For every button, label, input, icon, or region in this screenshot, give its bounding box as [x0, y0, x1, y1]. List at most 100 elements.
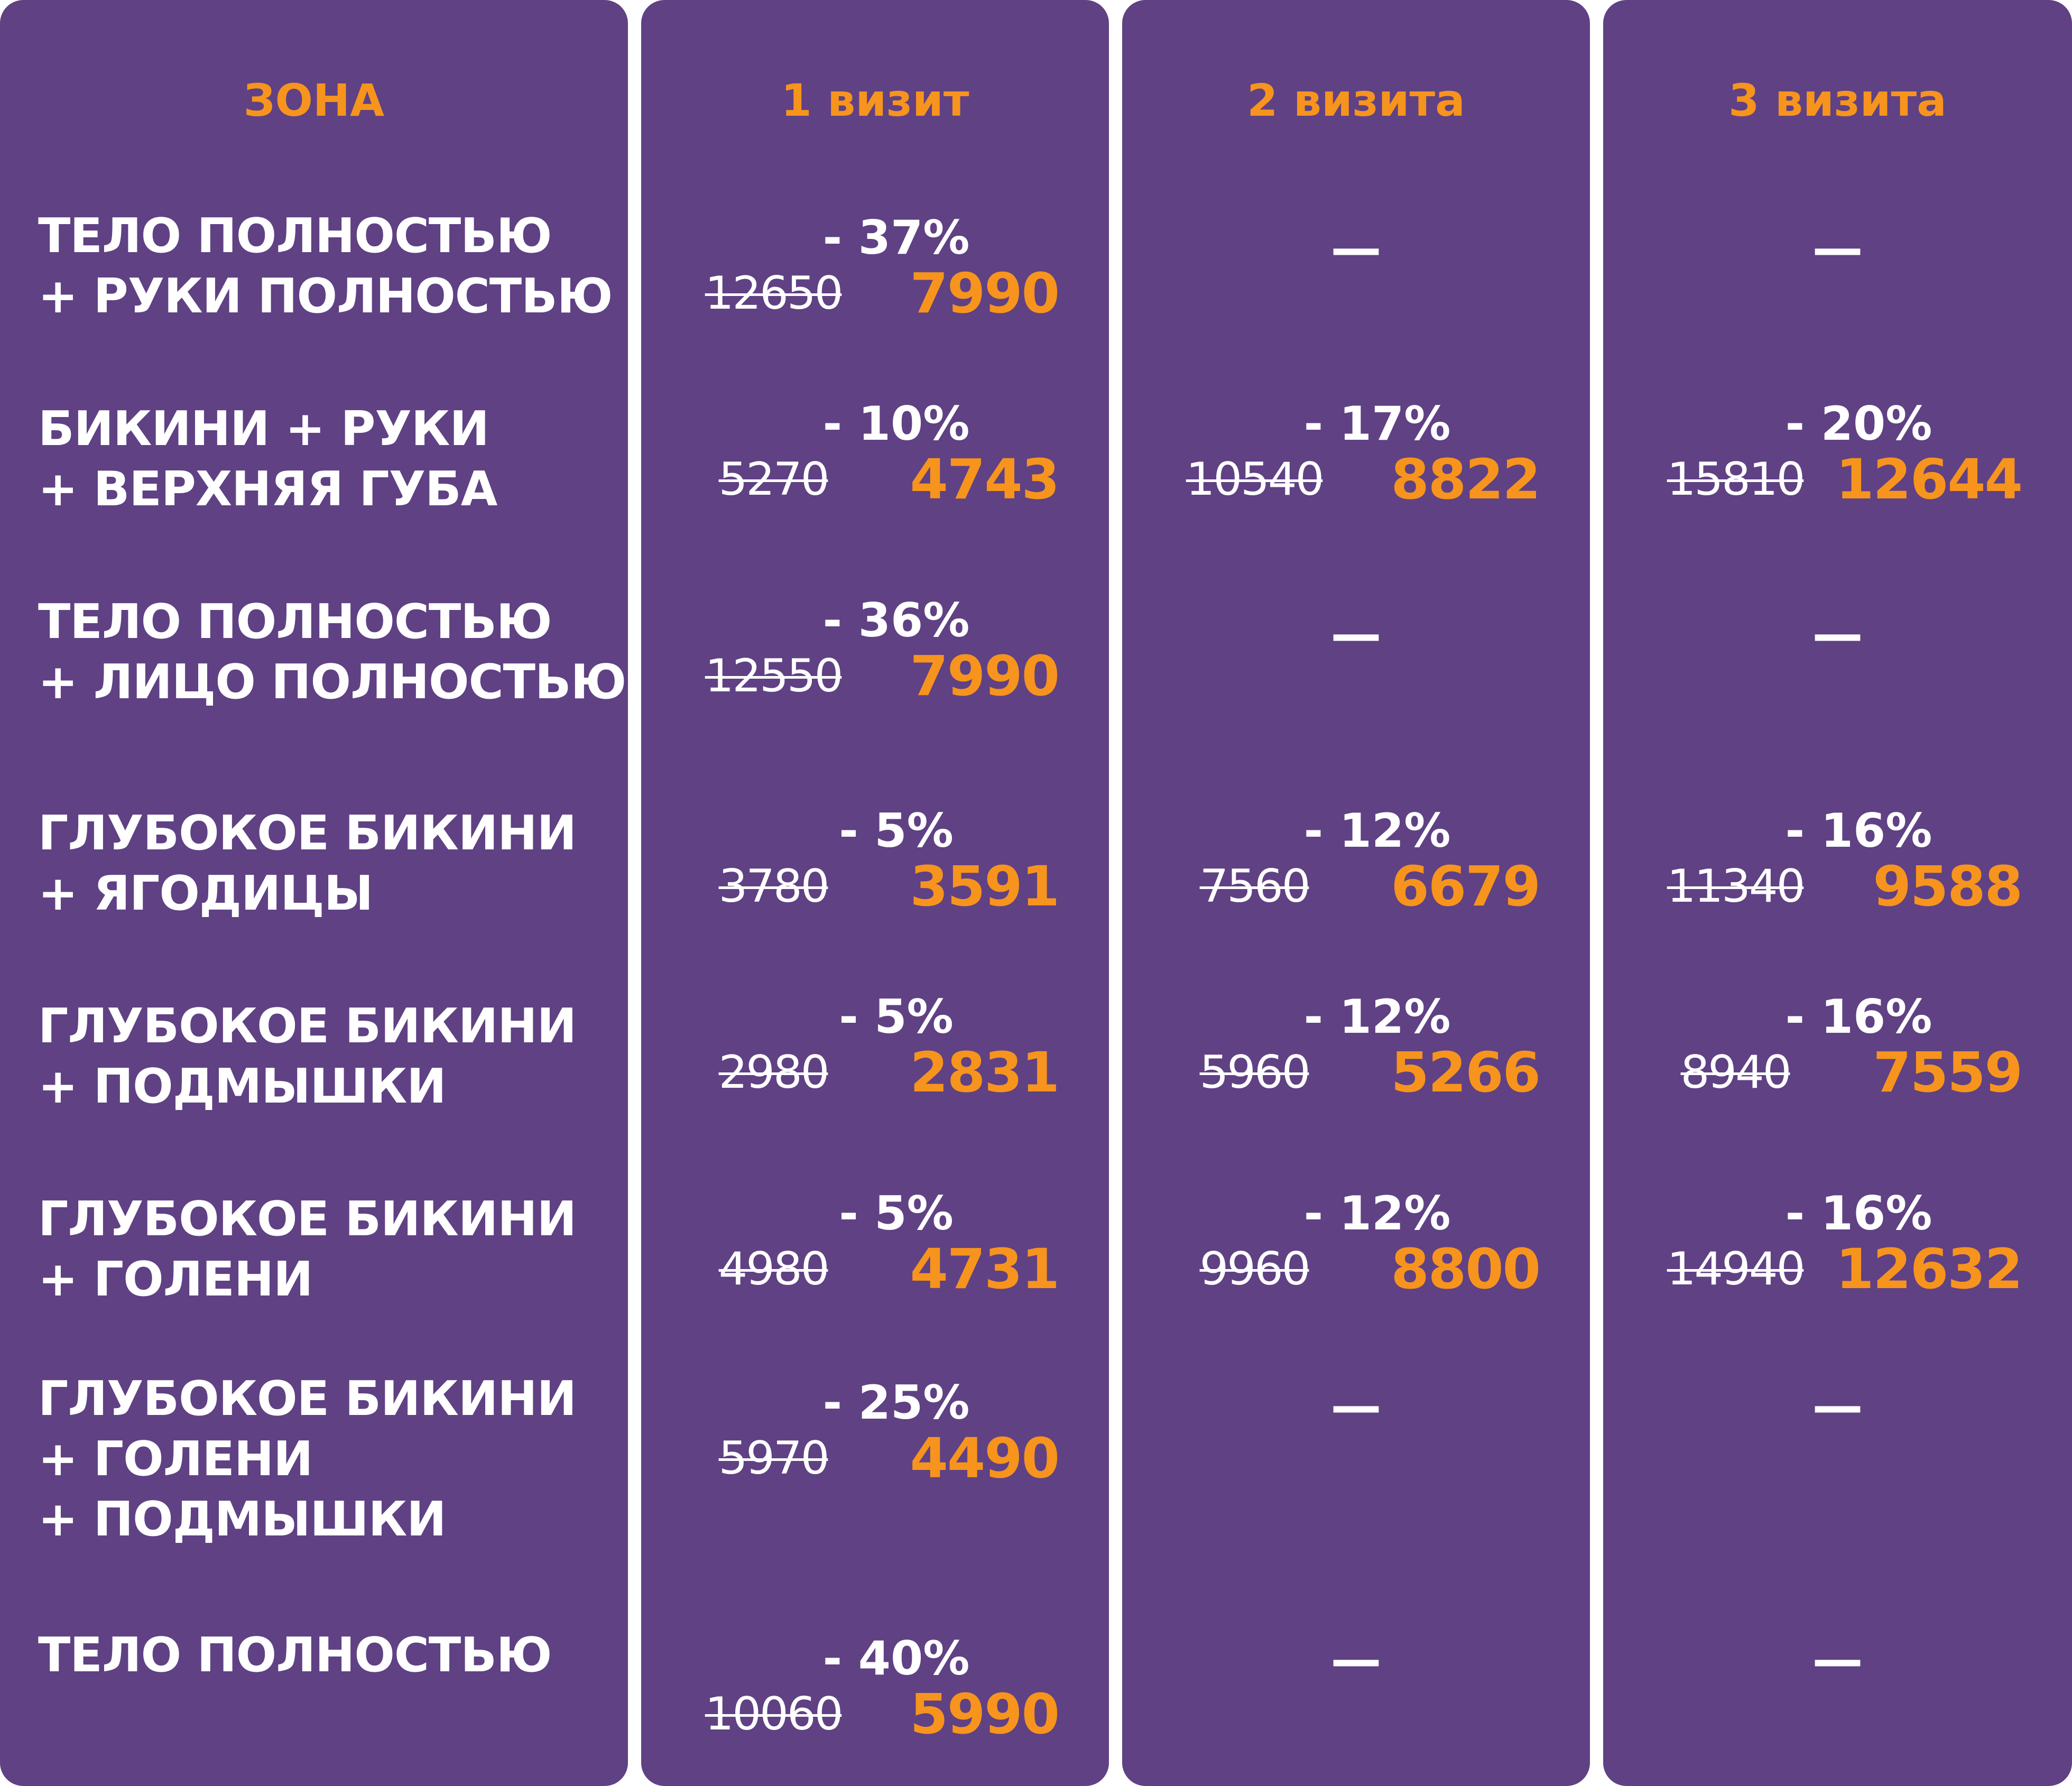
discount-label: - 36% — [822, 593, 970, 647]
visit1-header: 1 визит — [781, 75, 969, 126]
old-price: 12550 — [705, 650, 844, 702]
old-price: 15810 — [1667, 453, 1806, 506]
zone-line: + ГОЛЕНИ — [38, 1252, 313, 1307]
old-price: 9960 — [1199, 1243, 1311, 1295]
old-price: 5270 — [718, 453, 830, 506]
zone-line: ТЕЛО ПОЛНОСТЬЮ — [38, 1627, 552, 1683]
visit2-price-cell: - 12% 7560 6679 — [1122, 804, 1590, 926]
visit2-unavailable-dash: — — [1330, 605, 1382, 664]
zone-label: БИКИНИ + РУКИ + ВЕРХНЯЯ ГУБА — [38, 399, 617, 520]
zone-line: ГЛУБОКОЕ БИКИНИ — [38, 998, 577, 1054]
zone-label: ГЛУБОКОЕ БИКИНИ + ЯГОДИЦЫ — [38, 803, 617, 924]
zone-label: ГЛУБОКОЕ БИКИНИ + ГОЛЕНИ — [38, 1189, 617, 1310]
visit3-column: 3 визита — - 20% 15810 12644— - 16% 11340 9588… — [1603, 0, 2072, 1786]
new-price: 8800 — [1391, 1237, 1541, 1301]
zone-line: ГЛУБОКОЕ БИКИНИ — [38, 806, 577, 861]
discount-label: - 10% — [822, 396, 970, 451]
zone-label: ТЕЛО ПОЛНОСТЬЮ — [38, 1625, 617, 1686]
visit3-unavailable-dash: — — [1812, 219, 1863, 278]
visit3-price-cell: - 16% 14940 12632 — [1603, 1187, 2072, 1309]
visit1-column: 1 визит - 37% 12650 7990 - 10% 5270 4743 - 36%… — [641, 0, 1109, 1786]
new-price: 7559 — [1873, 1040, 2023, 1105]
old-price: 5960 — [1199, 1046, 1311, 1099]
visit1-price-cell: - 5% 2980 2831 — [641, 991, 1109, 1112]
new-price: 8822 — [1391, 447, 1541, 512]
discount-label: - 12% — [1303, 989, 1451, 1044]
discount-label: - 20% — [1785, 396, 1932, 451]
old-price: 14940 — [1667, 1243, 1806, 1295]
visit2-column: 2 визита — - 17% 10540 8822— - 12% 7560 6679- … — [1122, 0, 1590, 1786]
visit3-header: 3 визита — [1728, 75, 1947, 126]
old-price: 8940 — [1680, 1046, 1792, 1099]
zone-line: + ЛИЦО ПОЛНОСТЬЮ — [38, 654, 626, 710]
zone-line: + РУКИ ПОЛНОСТЬЮ — [38, 269, 613, 324]
visit3-price-cell: - 16% 11340 9588 — [1603, 804, 2072, 926]
discount-label: - 12% — [1303, 803, 1451, 858]
visit2-unavailable-dash: — — [1330, 1630, 1382, 1689]
visit1-price-cell: - 10% 5270 4743 — [641, 397, 1109, 519]
discount-label: - 5% — [839, 1186, 954, 1241]
zone-line: + ПОДМЫШКИ — [38, 1492, 447, 1547]
visit1-price-cell: - 40% 10060 5990 — [641, 1632, 1109, 1754]
visit3-unavailable-dash: — — [1812, 1376, 1863, 1436]
visit3-price-cell: - 16% 8940 7559 — [1603, 991, 2072, 1112]
new-price: 4490 — [910, 1426, 1060, 1491]
discount-label: - 16% — [1785, 989, 1932, 1044]
discount-label: - 17% — [1303, 396, 1451, 451]
visit3-unavailable-dash: — — [1812, 605, 1863, 664]
visit3-unavailable-dash: — — [1812, 1630, 1863, 1689]
zone-label: ГЛУБОКОЕ БИКИНИ + ПОДМЫШКИ — [38, 996, 617, 1117]
visit1-price-cell: - 5% 3780 3591 — [641, 804, 1109, 926]
visit1-price-cell: - 25% 5970 4490 — [641, 1376, 1109, 1498]
zone-line: + ГОЛЕНИ — [38, 1431, 313, 1487]
old-price: 5970 — [718, 1432, 830, 1485]
old-price: 12650 — [705, 267, 844, 320]
visit2-header: 2 визита — [1247, 75, 1465, 126]
zone-label: ГЛУБОКОЕ БИКИНИ + ГОЛЕНИ + ПОДМЫШКИ — [38, 1369, 617, 1550]
zone-line: ТЕЛО ПОЛНОСТЬЮ — [38, 208, 552, 264]
new-price: 6679 — [1391, 854, 1541, 919]
discount-label: - 5% — [839, 803, 954, 858]
visit2-price-cell: - 12% 9960 8800 — [1122, 1187, 1590, 1309]
discount-label: - 16% — [1785, 803, 1932, 858]
zone-line: + ЯГОДИЦЫ — [38, 866, 373, 921]
new-price: 12632 — [1836, 1237, 2023, 1301]
old-price: 10060 — [705, 1688, 844, 1741]
visit2-price-cell: - 17% 10540 8822 — [1122, 397, 1590, 519]
zone-line: + ВЕРХНЯЯ ГУБА — [38, 461, 497, 517]
discount-label: - 16% — [1785, 1186, 1932, 1241]
new-price: 4731 — [910, 1237, 1060, 1301]
zone-line: БИКИНИ + РУКИ — [38, 401, 489, 457]
visit2-price-cell: - 12% 5960 5266 — [1122, 991, 1590, 1112]
discount-label: - 12% — [1303, 1186, 1451, 1241]
zone-label: ТЕЛО ПОЛНОСТЬЮ + ЛИЦО ПОЛНОСТЬЮ — [38, 592, 626, 712]
zone-line: ГЛУБОКОЕ БИКИНИ — [38, 1191, 577, 1247]
new-price: 9588 — [1873, 854, 2023, 919]
visit1-price-cell: - 36% 12550 7990 — [641, 594, 1109, 716]
new-price: 7990 — [910, 644, 1060, 708]
old-price: 4980 — [718, 1243, 830, 1295]
zone-header: ЗОНА — [243, 75, 385, 126]
new-price: 4743 — [910, 447, 1060, 512]
visit1-price-cell: - 37% 12650 7990 — [641, 211, 1109, 333]
zone-label: ТЕЛО ПОЛНОСТЬЮ + РУКИ ПОЛНОСТЬЮ — [38, 206, 617, 327]
new-price: 12644 — [1836, 447, 2023, 512]
zone-line: + ПОДМЫШКИ — [38, 1059, 447, 1114]
discount-label: - 37% — [822, 210, 970, 265]
visit2-unavailable-dash: — — [1330, 219, 1382, 278]
new-price: 5266 — [1391, 1040, 1541, 1105]
new-price: 5990 — [910, 1682, 1060, 1746]
discount-label: - 25% — [822, 1375, 970, 1430]
old-price: 7560 — [1199, 860, 1311, 913]
old-price: 3780 — [718, 860, 830, 913]
visit2-unavailable-dash: — — [1330, 1376, 1382, 1436]
old-price: 10540 — [1186, 453, 1325, 506]
new-price: 7990 — [910, 261, 1060, 326]
old-price: 11340 — [1667, 860, 1806, 913]
visit1-price-cell: - 5% 4980 4731 — [641, 1187, 1109, 1309]
new-price: 2831 — [910, 1040, 1060, 1105]
discount-label: - 5% — [839, 989, 954, 1044]
discount-label: - 40% — [822, 1631, 970, 1686]
zone-column: ЗОНА ТЕЛО ПОЛНОСТЬЮ + РУКИ ПОЛНОСТЬЮ БИКИН… — [0, 0, 628, 1786]
new-price: 3591 — [910, 854, 1060, 919]
